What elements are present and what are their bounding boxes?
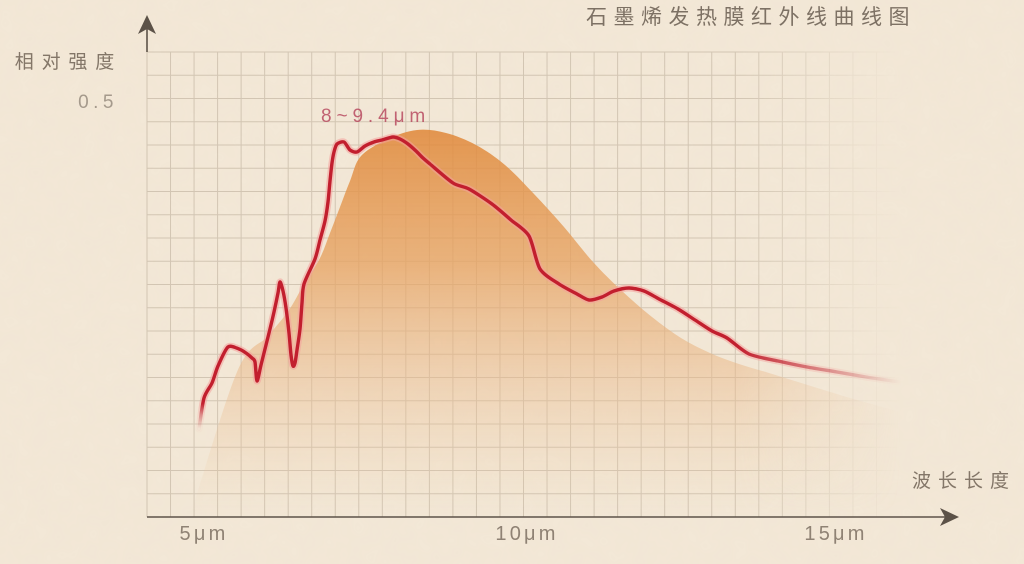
svg-text:波长长度: 波长长度 [912, 470, 1016, 492]
svg-text:10μm: 10μm [495, 523, 558, 545]
svg-text:0.5: 0.5 [78, 92, 118, 113]
svg-text:5μm: 5μm [180, 523, 229, 545]
svg-text:8~9.4μm: 8~9.4μm [321, 106, 430, 127]
svg-text:相对强度: 相对强度 [15, 51, 122, 73]
svg-text:15μm: 15μm [804, 523, 867, 545]
svg-text:石墨烯发热膜红外线曲线图: 石墨烯发热膜红外线曲线图 [586, 6, 916, 29]
